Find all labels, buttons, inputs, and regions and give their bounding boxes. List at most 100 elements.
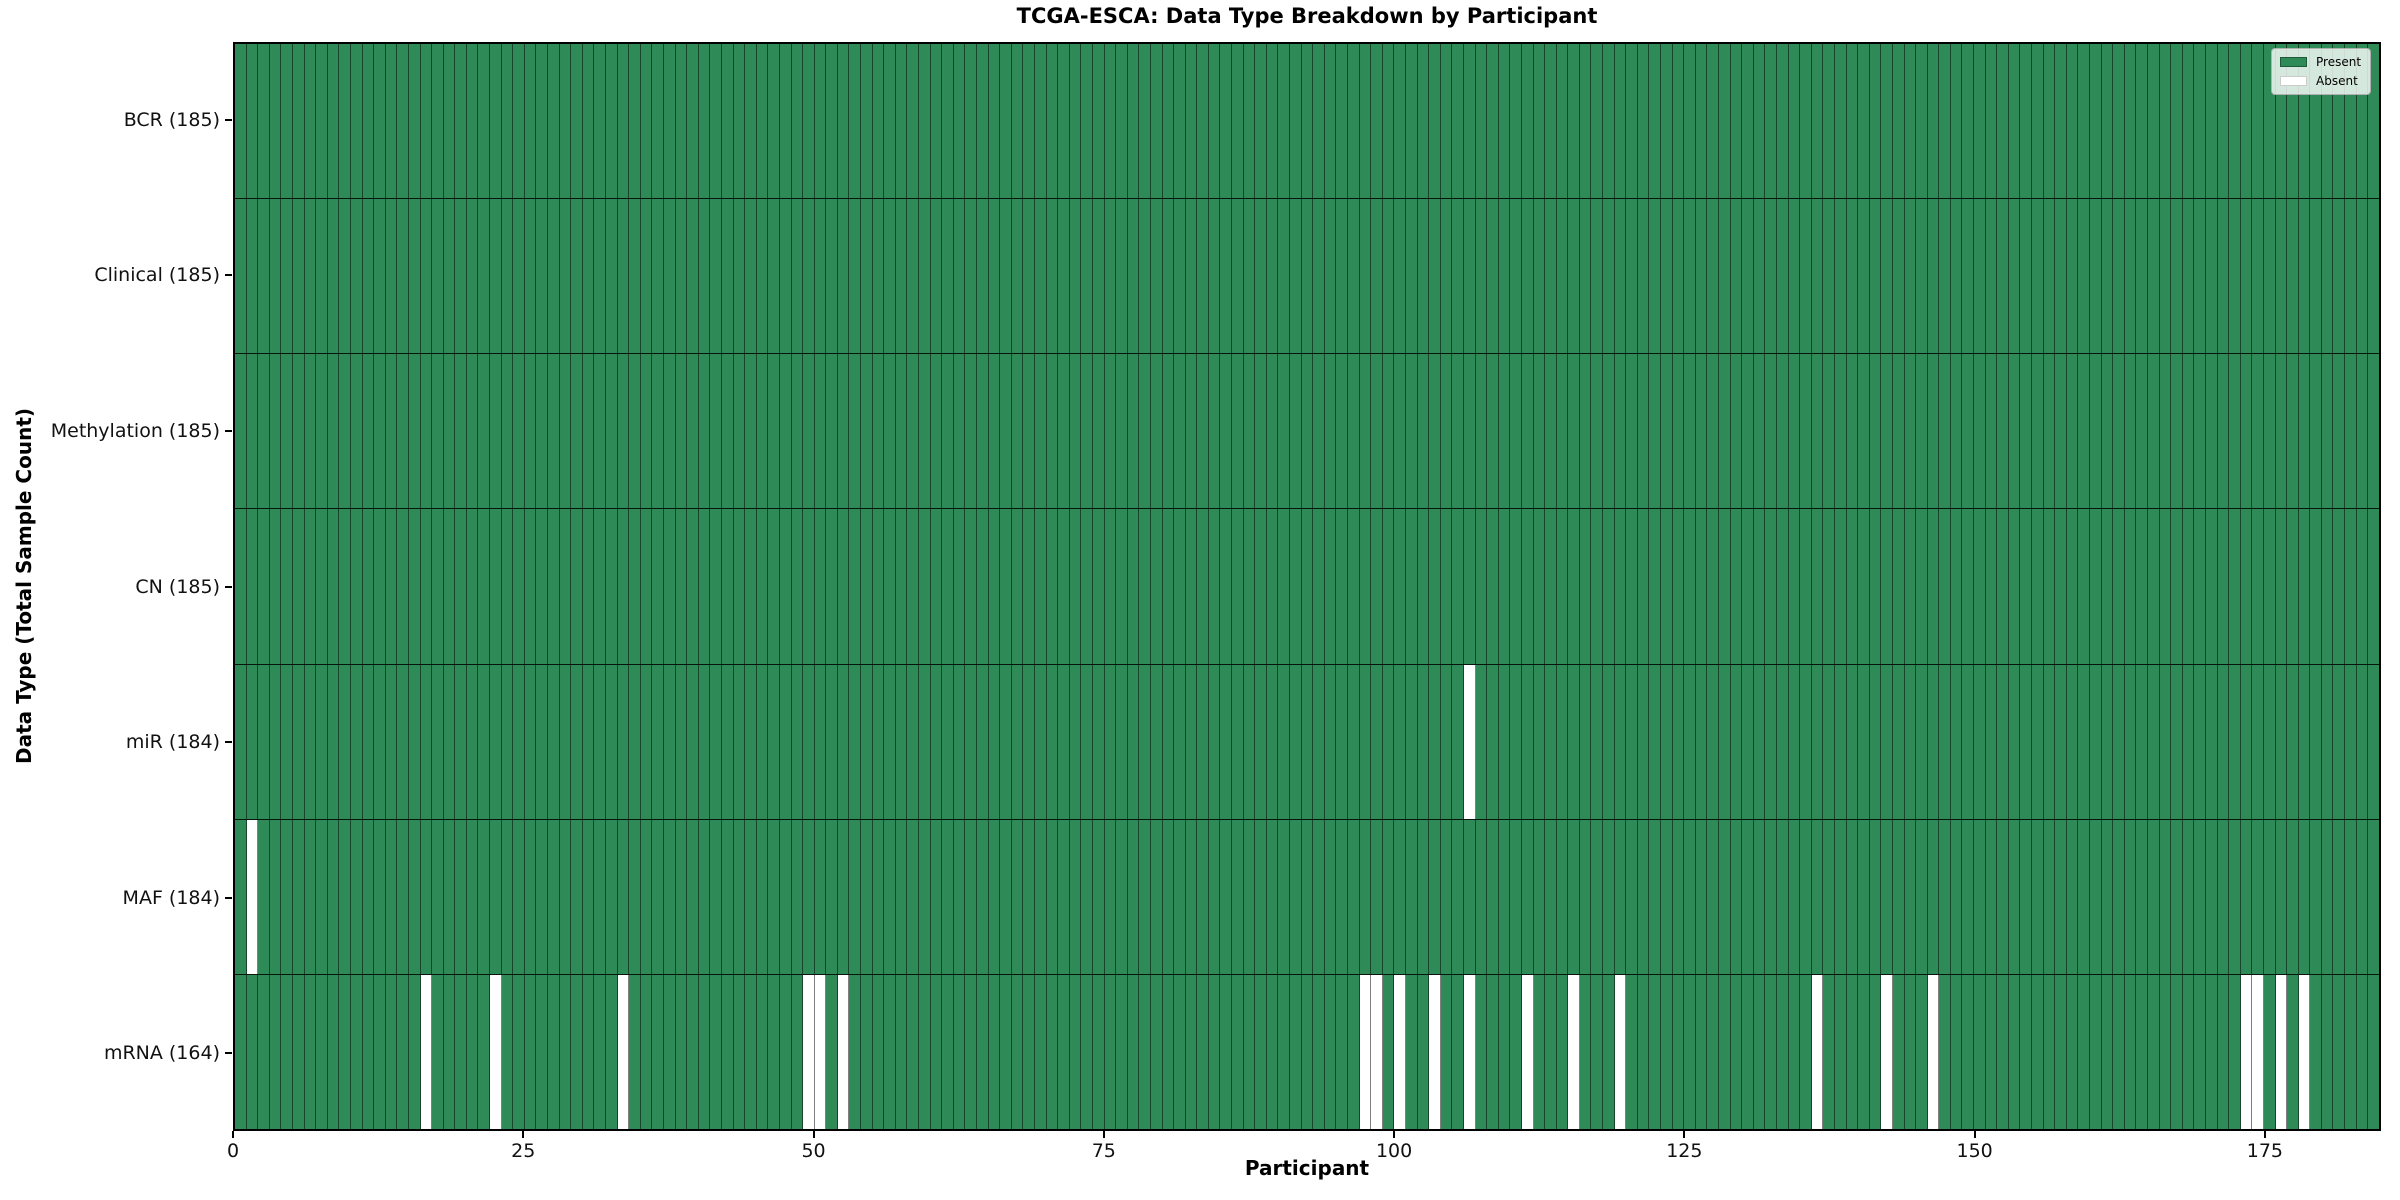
matrix-cell [1197, 199, 1209, 354]
matrix-cell [1939, 664, 1951, 819]
matrix-cell [2147, 819, 2160, 974]
matrix-cell [1556, 974, 1569, 1129]
matrix-cell [339, 974, 351, 1129]
matrix-cell [965, 509, 977, 664]
matrix-cell [559, 44, 572, 199]
matrix-cell [675, 354, 688, 509]
matrix-cell [977, 819, 989, 974]
matrix-cell [1150, 664, 1163, 819]
matrix-cell [466, 974, 479, 1129]
matrix-cell [988, 44, 1001, 199]
matrix-cell [1208, 509, 1221, 664]
matrix-cell [1336, 354, 1348, 509]
matrix-cell [1707, 974, 1719, 1129]
matrix-cell [1046, 354, 1059, 509]
matrix-cell [582, 354, 595, 509]
matrix-cell [2182, 354, 2195, 509]
matrix-cell [721, 354, 734, 509]
matrix-cell [919, 974, 931, 1129]
matrix-cell [895, 819, 908, 974]
matrix-cell [1695, 664, 1708, 819]
matrix-cell [1359, 819, 1372, 974]
matrix-cell [327, 664, 340, 819]
matrix-cell [1359, 664, 1372, 819]
matrix-cell [1243, 819, 1256, 974]
matrix-cell [2078, 199, 2090, 354]
matrix-cell [548, 354, 560, 509]
matrix-cell [1081, 199, 1093, 354]
matrix-cell [2124, 664, 2137, 819]
matrix-cell [1243, 509, 1256, 664]
matrix-cell [1034, 199, 1047, 354]
matrix-cell [1058, 509, 1070, 664]
matrix-cell [1348, 819, 1360, 974]
matrix-cell [2356, 664, 2369, 819]
matrix-cell [1266, 44, 1279, 199]
matrix-cell [1336, 819, 1348, 974]
matrix-cell [919, 354, 931, 509]
matrix-cell [756, 199, 769, 354]
matrix-cell [2055, 44, 2067, 199]
matrix-cell [1487, 354, 1499, 509]
matrix-cell [2182, 974, 2195, 1129]
matrix-cell [258, 199, 270, 354]
matrix-cell [1927, 974, 1940, 1129]
matrix-cell [1742, 819, 1754, 974]
matrix-cell [1150, 819, 1163, 974]
matrix-cell [1359, 509, 1372, 664]
matrix-cell [1127, 819, 1140, 974]
y-tick-mark [225, 274, 232, 277]
matrix-cell [1776, 509, 1789, 664]
matrix-cell [2263, 354, 2276, 509]
matrix-cell [675, 44, 688, 199]
matrix-cell [1950, 199, 1963, 354]
matrix-cell [2124, 819, 2137, 974]
matrix-cell [2066, 664, 2079, 819]
matrix-cell [1591, 199, 1604, 354]
matrix-cell [2090, 44, 2102, 199]
matrix-cell [1881, 44, 1893, 199]
matrix-cell [350, 509, 363, 664]
matrix-cell [2310, 44, 2322, 199]
matrix-cell [2020, 44, 2033, 199]
matrix-cell [1174, 664, 1186, 819]
matrix-cell [1359, 199, 1372, 354]
matrix-cell [1139, 44, 1151, 199]
matrix-cell [1034, 664, 1047, 819]
matrix-cell [2263, 44, 2276, 199]
matrix-cell [1695, 199, 1708, 354]
matrix-cell [1707, 819, 1719, 974]
matrix-cell [988, 354, 1001, 509]
x-tick-label: 125 [1666, 1140, 1703, 1162]
matrix-cell [756, 509, 769, 664]
matrix-cell [1405, 819, 1418, 974]
matrix-cell [478, 664, 491, 819]
matrix-cell [1324, 199, 1337, 354]
matrix-cell [1208, 199, 1221, 354]
matrix-cell [1858, 199, 1870, 354]
matrix-cell [1290, 664, 1302, 819]
matrix-cell [2136, 819, 2148, 974]
matrix-cell [1359, 354, 1372, 509]
matrix-cell [2333, 354, 2346, 509]
matrix-cell [1290, 819, 1302, 974]
matrix-cell [1730, 664, 1743, 819]
matrix-cell [2287, 819, 2299, 974]
matrix-cell [374, 354, 386, 509]
matrix-cell [1811, 199, 1824, 354]
matrix-cell [1730, 354, 1743, 509]
matrix-cell [768, 199, 780, 354]
matrix-cell [1719, 819, 1731, 974]
matrix-cell [258, 974, 270, 1129]
matrix-cell [362, 199, 375, 354]
matrix-cell [1626, 44, 1638, 199]
matrix-cell [675, 974, 688, 1129]
matrix-cell [304, 664, 317, 819]
matrix-cell [1046, 509, 1059, 664]
matrix-cell [826, 664, 838, 819]
matrix-cell [2101, 974, 2114, 1129]
matrix-cell [1023, 664, 1035, 819]
matrix-cell [2298, 974, 2311, 1129]
matrix-cell [1266, 199, 1279, 354]
matrix-cell [1591, 819, 1604, 974]
